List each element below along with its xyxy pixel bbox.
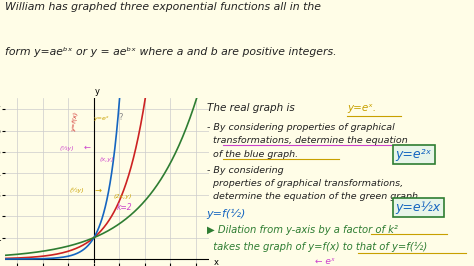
Text: y: y bbox=[95, 87, 100, 96]
Text: (⅓y): (⅓y) bbox=[60, 146, 74, 151]
Text: y=e½x: y=e½x bbox=[396, 201, 441, 214]
Text: →: → bbox=[94, 186, 101, 195]
Text: takes the graph of y=f(x) to that of y=f(½): takes the graph of y=f(x) to that of y=f… bbox=[207, 242, 427, 252]
Text: form y=aeᵇˣ or y = aeᵇˣ where a and b are positive integers.: form y=aeᵇˣ or y = aeᵇˣ where a and b ar… bbox=[5, 47, 337, 57]
Text: k=2: k=2 bbox=[117, 203, 132, 212]
Text: ?: ? bbox=[118, 113, 123, 122]
Text: William has graphed three exponential functions all in the: William has graphed three exponential fu… bbox=[5, 2, 321, 12]
Text: ▶ Dilation from y-axis by a factor of k²: ▶ Dilation from y-axis by a factor of k² bbox=[207, 225, 397, 235]
Text: ←: ← bbox=[84, 143, 91, 152]
Text: - By considering: - By considering bbox=[207, 166, 283, 175]
Text: transformations, determine the equation: transformations, determine the equation bbox=[207, 136, 407, 145]
Text: (x,y): (x,y) bbox=[100, 156, 114, 161]
Text: y=eˣ: y=eˣ bbox=[93, 116, 109, 121]
Text: y=e²ˣ: y=e²ˣ bbox=[396, 148, 432, 161]
Text: y=eˣ.: y=eˣ. bbox=[347, 103, 376, 113]
Text: determine the equation of the green graph.: determine the equation of the green grap… bbox=[207, 192, 420, 201]
Text: (½y): (½y) bbox=[70, 187, 85, 193]
Text: properties of graphical transformations,: properties of graphical transformations, bbox=[207, 179, 402, 188]
Text: y=f(½): y=f(½) bbox=[207, 209, 246, 219]
Text: ← eˣ: ← eˣ bbox=[315, 257, 335, 266]
Text: of the blue graph.: of the blue graph. bbox=[207, 149, 298, 159]
Text: - By considering properties of graphical: - By considering properties of graphical bbox=[207, 123, 394, 132]
Text: (2x,y): (2x,y) bbox=[114, 194, 132, 199]
Text: y=f(x): y=f(x) bbox=[71, 111, 79, 132]
Text: The real graph is: The real graph is bbox=[207, 103, 298, 113]
Text: x: x bbox=[214, 259, 219, 266]
